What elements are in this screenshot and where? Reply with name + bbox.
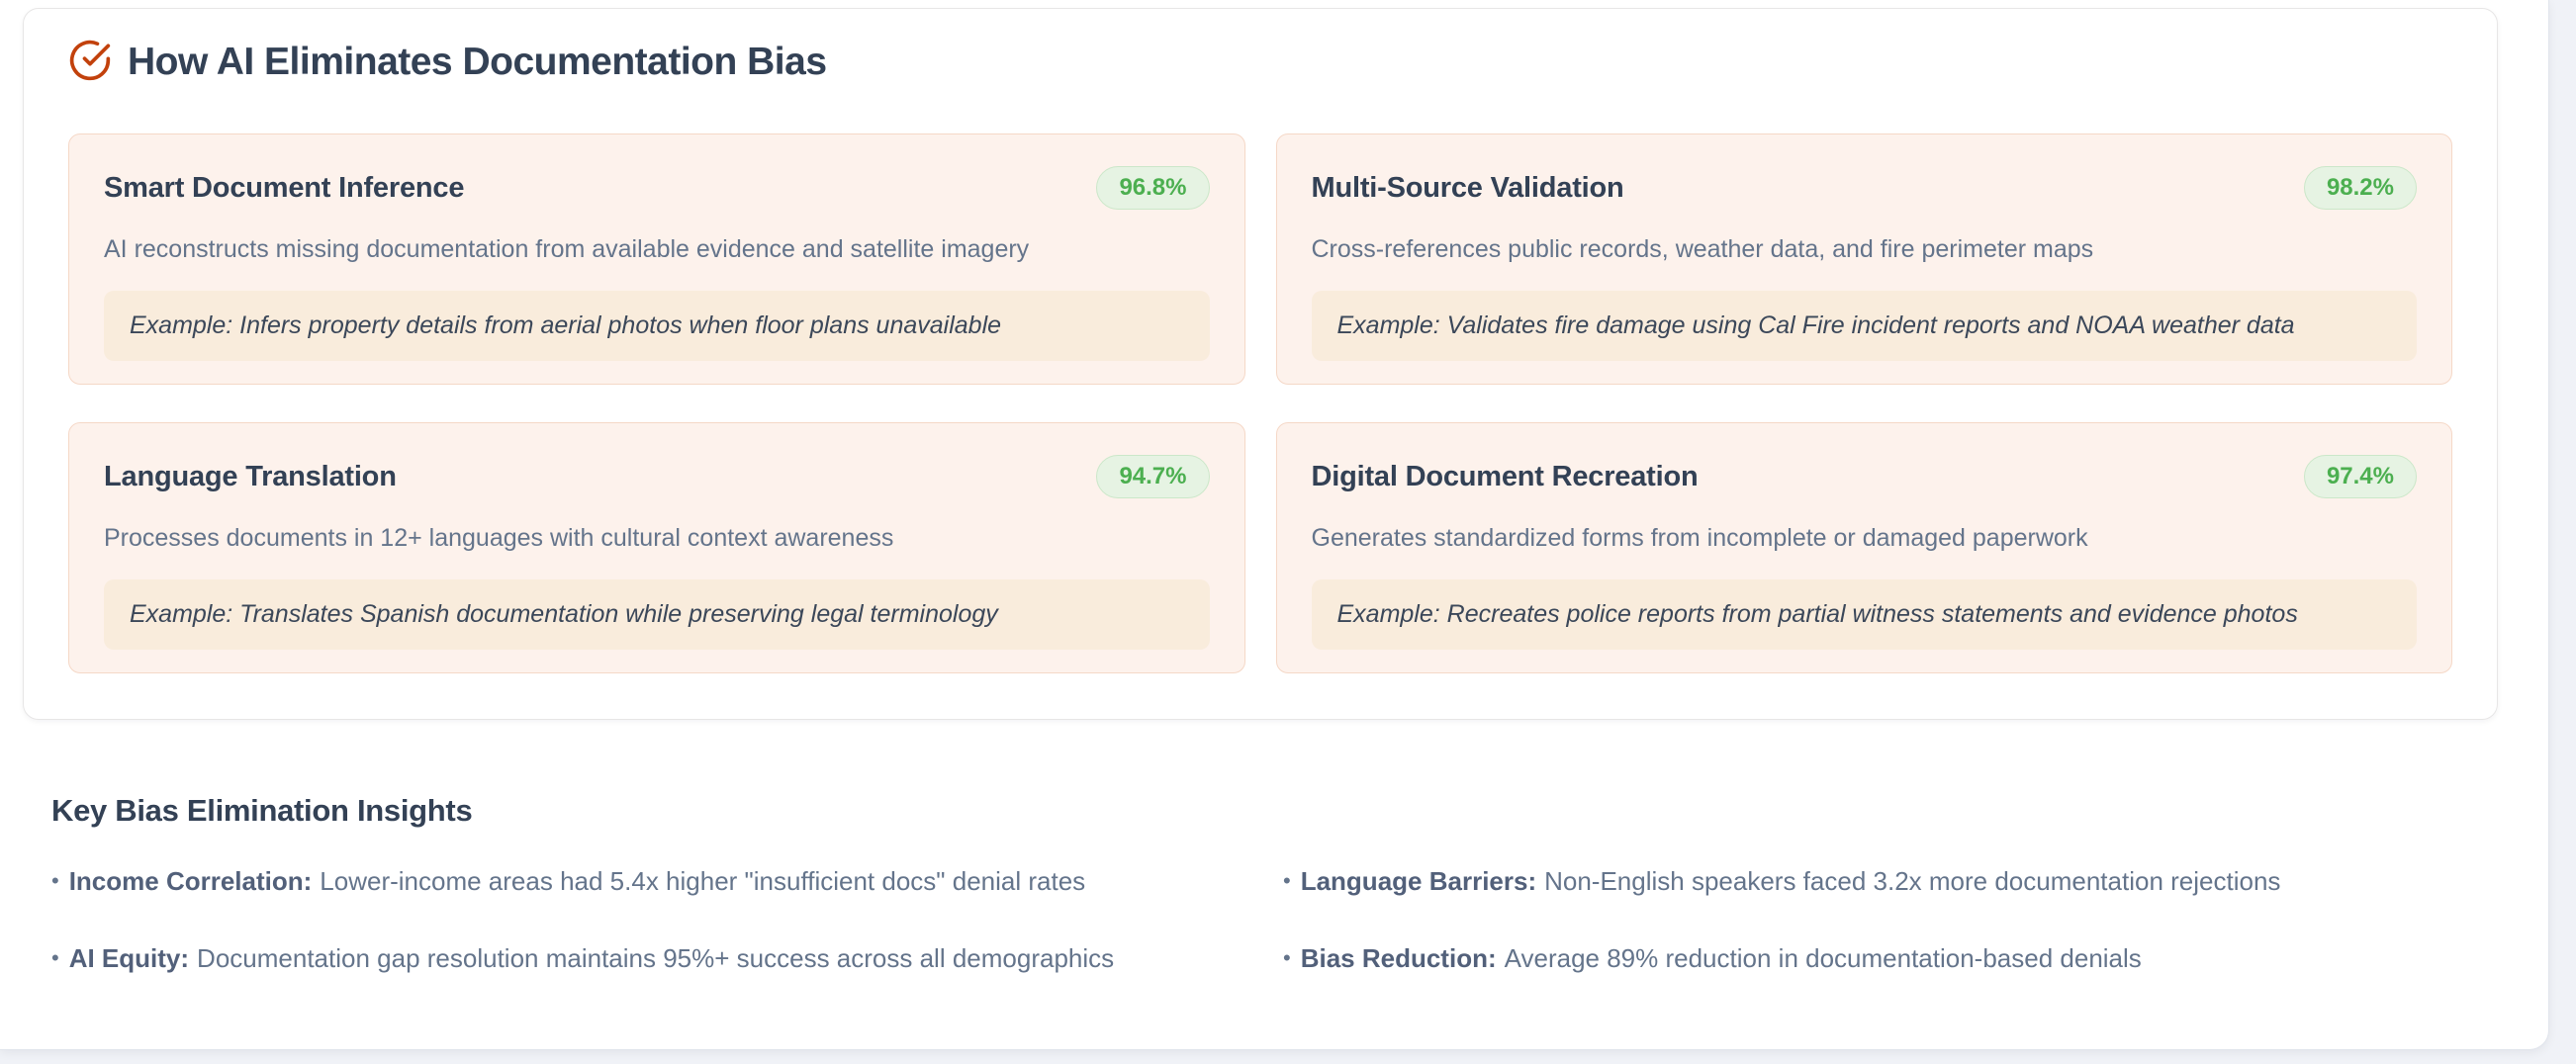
capability-example: Example: Recreates police reports from p… <box>1311 579 2417 650</box>
capability-card-header: Language Translation 94.7% <box>104 455 1210 498</box>
accuracy-badge: 94.7% <box>1096 455 1210 498</box>
capability-card-language-translation: Language Translation 94.7% Processes doc… <box>68 422 1245 673</box>
bullet-icon: • <box>51 944 59 970</box>
capability-example: Example: Validates fire damage using Cal… <box>1311 291 2417 361</box>
accuracy-badge: 96.8% <box>1096 166 1210 210</box>
bullet-icon: • <box>1283 868 1291 893</box>
insight-label: AI Equity: <box>68 942 190 973</box>
capability-card-header: Smart Document Inference 96.8% <box>104 166 1210 210</box>
insight-language-barriers: • Language Barriers: Non-English speakers … <box>1283 865 2485 898</box>
insights-grid: • Income Correlation: Lower-income areas h… <box>51 865 2485 974</box>
insight-text: Documentation gap resolution maintains 9… <box>197 942 1115 973</box>
capability-card-digital-document-recreation: Digital Document Recreation 97.4% Genera… <box>1275 422 2452 673</box>
accuracy-badge: 98.2% <box>2303 166 2417 210</box>
accuracy-badge: 97.4% <box>2303 455 2417 498</box>
capability-card-header: Multi-Source Validation 98.2% <box>1311 166 2417 210</box>
check-circle-icon <box>68 39 112 87</box>
capability-card-smart-document-inference: Smart Document Inference 96.8% AI recons… <box>68 133 1245 385</box>
insight-label: Income Correlation: <box>68 866 313 896</box>
capability-card-header: Digital Document Recreation 97.4% <box>1311 455 2417 498</box>
page-title: How AI Eliminates Documentation Bias <box>128 41 827 83</box>
insights-heading: Key Bias Elimination Insights <box>51 793 473 828</box>
insight-text: Lower-income areas had 5.4x higher "insu… <box>320 866 1086 896</box>
bullet-icon: • <box>1283 944 1291 970</box>
capability-description: Generates standardized forms from incomp… <box>1311 524 2088 552</box>
capability-title: Language Translation <box>104 460 397 492</box>
capability-grid: Smart Document Inference 96.8% AI recons… <box>68 133 2452 673</box>
insight-bias-reduction: • Bias Reduction: Average 89% reduction in… <box>1283 942 2485 975</box>
key-insights-section: Key Bias Elimination Insights • Income Co… <box>51 793 2485 974</box>
insight-ai-equity: • AI Equity: Documentation gap resolution … <box>51 942 1253 975</box>
insight-label: Language Barriers: <box>1300 866 1537 896</box>
capability-description: Processes documents in 12+ languages wit… <box>104 524 894 552</box>
content-panel: How AI Eliminates Documentation Bias Sma… <box>0 0 2549 1050</box>
insight-text: Non-English speakers faced 3.2x more doc… <box>1544 866 2281 896</box>
card-header: How AI Eliminates Documentation Bias <box>68 35 2452 90</box>
ai-documentation-bias-card: How AI Eliminates Documentation Bias Sma… <box>23 8 2498 720</box>
capability-description: AI reconstructs missing documentation fr… <box>104 235 1030 263</box>
capability-title: Digital Document Recreation <box>1311 460 1699 492</box>
capability-example: Example: Infers property details from ae… <box>104 291 1210 361</box>
capability-title: Smart Document Inference <box>104 171 465 204</box>
bullet-icon: • <box>51 868 59 893</box>
insight-text: Average 89% reduction in documentation-b… <box>1504 942 2142 973</box>
capability-description: Cross-references public records, weather… <box>1311 235 2094 263</box>
capability-card-multi-source-validation: Multi-Source Validation 98.2% Cross-refe… <box>1275 133 2452 385</box>
capability-example: Example: Translates Spanish documentatio… <box>104 579 1210 650</box>
insight-income-correlation: • Income Correlation: Lower-income areas h… <box>51 865 1253 898</box>
insight-label: Bias Reduction: <box>1300 942 1497 973</box>
capability-title: Multi-Source Validation <box>1311 171 1624 204</box>
